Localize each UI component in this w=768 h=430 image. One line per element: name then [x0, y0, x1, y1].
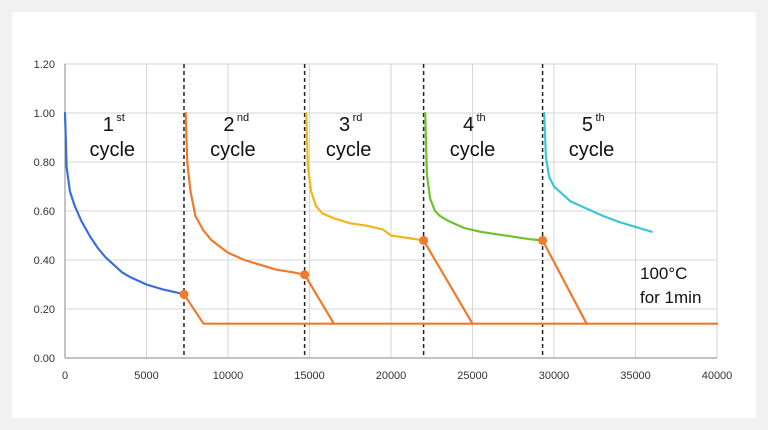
annotation-line-1: 100°C	[640, 264, 687, 283]
x-tick-label: 0	[62, 370, 68, 382]
x-tick-label: 25000	[457, 370, 488, 382]
marker-point	[419, 235, 429, 245]
cycle-number-label: 3	[339, 114, 350, 136]
cycle-word-label: cycle	[210, 139, 256, 161]
annotation-line-2: for 1min	[640, 288, 701, 307]
cycle-number-label: 4	[463, 114, 474, 136]
x-tick-label: 5000	[134, 370, 158, 382]
y-tick-label: 0.40	[34, 255, 55, 267]
series-line-3	[305, 111, 425, 242]
series-line-7	[303, 273, 335, 325]
x-tick-label: 20000	[376, 370, 407, 382]
series-line-8	[422, 239, 474, 325]
cycle-superscript: rd	[353, 112, 363, 124]
y-tick-label: 0.80	[34, 157, 55, 169]
x-tick-label: 30000	[539, 370, 570, 382]
x-tick-label: 35000	[620, 370, 651, 382]
cycle-superscript: nd	[237, 112, 249, 124]
chart-frame	[12, 12, 756, 418]
series-line-6	[182, 293, 719, 325]
y-tick-label: 0.60	[34, 206, 55, 218]
cycle-number-label: 2	[223, 114, 234, 136]
cycle-number-label: 5	[582, 114, 593, 136]
series-line-9	[541, 239, 588, 325]
x-tick-label: 10000	[213, 370, 244, 382]
x-tick-label: 40000	[702, 370, 733, 382]
series-line-5	[543, 111, 653, 233]
cycle-word-label: cycle	[326, 139, 372, 161]
series-line-4	[424, 111, 544, 242]
cycle-superscript: th	[477, 112, 486, 124]
y-tick-label: 1.20	[34, 59, 55, 71]
cycle-superscript: th	[595, 112, 604, 124]
x-tick-label: 15000	[294, 370, 325, 382]
marker-point	[300, 270, 310, 280]
cycle-word-label: cycle	[89, 139, 135, 161]
cycle-word-label: cycle	[450, 139, 496, 161]
cycle-number-label: 1	[103, 114, 114, 136]
y-tick-label: 1.00	[34, 108, 55, 120]
marker-point	[179, 289, 189, 299]
cycle-superscript: st	[116, 112, 125, 124]
y-tick-label: 0.20	[34, 304, 55, 316]
cycle-word-label: cycle	[569, 139, 615, 161]
series-line-2	[184, 111, 306, 276]
series-line-1	[63, 111, 186, 296]
y-tick-label: 0.00	[34, 353, 55, 365]
marker-point	[538, 235, 548, 245]
